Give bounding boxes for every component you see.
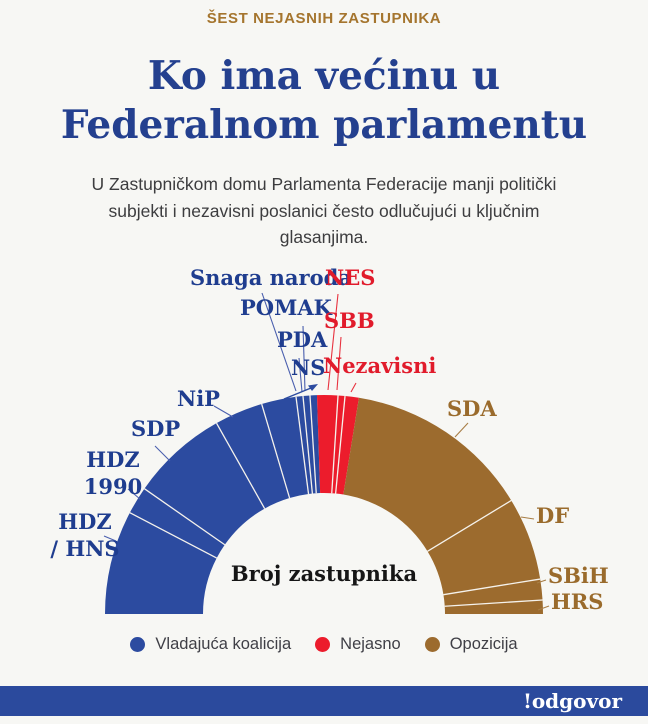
- label-leader-line: [154, 445, 171, 462]
- chart-slice-ns: [261, 396, 309, 499]
- chart-legend: Vladajuća koalicija Nejasno Opozicija: [0, 635, 648, 654]
- chart-slice-pda: [295, 396, 313, 494]
- page-title-line2: Federalnom parlamentu: [60, 102, 588, 148]
- legend-item-unclear: Nejasno: [315, 635, 401, 654]
- slice-divider: [295, 396, 310, 495]
- chart-slice-hrs: [444, 599, 543, 614]
- page-title: Ko ima većinu u Federalnom parlamentu: [0, 52, 648, 150]
- legend-label: Nejasno: [340, 635, 401, 653]
- slice-divider: [443, 578, 541, 596]
- slice-divider: [302, 395, 314, 494]
- chart-slice-nezavisni: [335, 396, 359, 495]
- party-label-pomak: POMAK: [240, 295, 332, 320]
- party-label-nezavisni: Nezavisni: [323, 353, 437, 378]
- label-leader-line: [537, 605, 550, 611]
- chart-slice-sbb: [331, 395, 346, 494]
- chart-slice-sbih: [443, 579, 543, 607]
- slice-divider: [331, 395, 339, 494]
- slice-divider: [334, 395, 346, 494]
- chart-center-label: Broj zastupnika: [230, 561, 418, 586]
- party-label-hdz-hns: HDZ / HNS: [50, 509, 120, 561]
- page-title-line1: Ko ima većinu u: [147, 53, 501, 99]
- legend-item-coalition: Vladajuća koalicija: [130, 635, 291, 654]
- slice-divider: [261, 403, 291, 499]
- legend-item-opposition: Opozicija: [424, 635, 518, 654]
- party-label-sda: SDA: [447, 396, 497, 421]
- chart-slice-nes: [316, 395, 339, 494]
- ns-pointer-line: [283, 387, 312, 400]
- unclear-dot-icon: [315, 637, 331, 652]
- party-label-sbb: SBB: [324, 308, 375, 333]
- subtitle-text: U Zastupničkom domu Parlamenta Federacij…: [91, 174, 557, 247]
- chart-slice-snaga-naroda: [309, 395, 321, 494]
- party-label-df: DF: [536, 503, 570, 528]
- label-leader-line: [536, 579, 547, 584]
- party-label-nes: NES: [325, 265, 376, 290]
- legend-label: Opozicija: [449, 635, 518, 653]
- ns-pointer-arrow-icon: [308, 384, 318, 391]
- opposition-dot-icon: [424, 637, 440, 652]
- odgovor-logo: !odgovor: [523, 689, 622, 713]
- footer-bar: !odgovor: [0, 686, 648, 716]
- kicker-text: ŠEST NEJASNIH ZASTUPNIKA: [206, 10, 442, 27]
- party-label-sbih: SBiH: [548, 563, 609, 588]
- chart-slice-pomak: [302, 395, 317, 494]
- slice-divider: [129, 512, 218, 559]
- party-label-sdp: SDP: [131, 416, 181, 441]
- party-label-nip: NiP: [177, 386, 220, 411]
- slice-divider: [444, 599, 543, 607]
- party-label-ns: NS: [291, 355, 326, 380]
- coalition-dot-icon: [130, 637, 146, 652]
- label-leader-line: [454, 422, 469, 438]
- label-leader-line: [520, 516, 535, 520]
- party-label-pda: PDA: [277, 327, 328, 352]
- party-label-hdz-1990: HDZ 1990: [83, 447, 143, 499]
- chart-slice-nip: [216, 404, 290, 509]
- slice-divider: [427, 499, 512, 552]
- slice-divider: [215, 422, 266, 509]
- chart-slice-sdp: [144, 423, 265, 545]
- label-leader-line: [350, 382, 357, 393]
- slice-divider: [309, 395, 317, 494]
- party-label-hrs: HRS: [551, 589, 604, 614]
- chart-slice-df: [427, 500, 541, 595]
- party-label-snaga-naroda: Snaga naroda: [190, 265, 352, 290]
- legend-label: Vladajuća koalicija: [155, 635, 292, 653]
